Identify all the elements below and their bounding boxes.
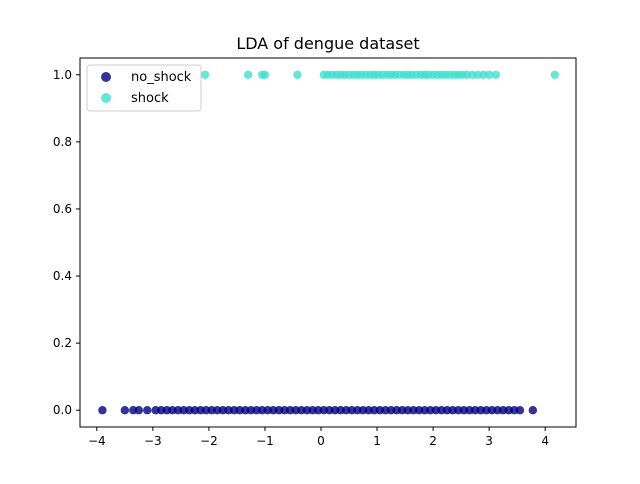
point-shock [491, 70, 501, 79]
y-axis: 0.0 0.2 0.4 0.6 0.8 1.0 [53, 68, 80, 417]
point-no-shock [143, 406, 152, 415]
point-no-shock [120, 406, 130, 415]
x-tick-label: −3 [144, 434, 162, 448]
point-no-shock [528, 406, 538, 415]
x-tick-label: 3 [485, 434, 493, 448]
point-no-shock [515, 406, 525, 415]
chart-title: LDA of dengue dataset [236, 34, 419, 53]
x-tick-label: −4 [88, 434, 106, 448]
x-axis: −4 −3 −2 −1 0 1 2 3 4 [88, 427, 549, 448]
point-shock [484, 70, 494, 79]
point-shock [293, 70, 302, 79]
x-tick-label: 0 [317, 434, 325, 448]
point-no-shock [98, 406, 107, 415]
y-tick-label: 0.6 [53, 202, 72, 216]
x-tick-label: −1 [256, 434, 274, 448]
y-tick-label: 0.4 [53, 269, 72, 283]
point-shock [243, 70, 253, 79]
x-tick-label: −2 [200, 434, 218, 448]
x-tick-label: 4 [541, 434, 549, 448]
points-layer [98, 70, 559, 415]
x-tick-label: 2 [429, 434, 437, 448]
point-shock [260, 70, 270, 79]
x-tick-label: 1 [373, 434, 381, 448]
y-tick-label: 0.0 [53, 403, 72, 417]
legend-label-no-shock: no_shock [131, 70, 192, 85]
point-shock [550, 70, 559, 79]
legend-label-shock: shock [131, 91, 169, 106]
y-tick-label: 0.2 [53, 336, 72, 350]
y-tick-label: 0.8 [53, 135, 72, 149]
plot-frame [79, 57, 577, 428]
point-shock [200, 70, 210, 79]
legend-box [86, 64, 202, 112]
y-tick-label: 1.0 [53, 68, 72, 82]
legend-marker-no-shock [101, 72, 111, 82]
legend: no_shock shock [86, 64, 202, 112]
legend-marker-shock [101, 93, 111, 103]
point-no-shock [134, 406, 144, 415]
